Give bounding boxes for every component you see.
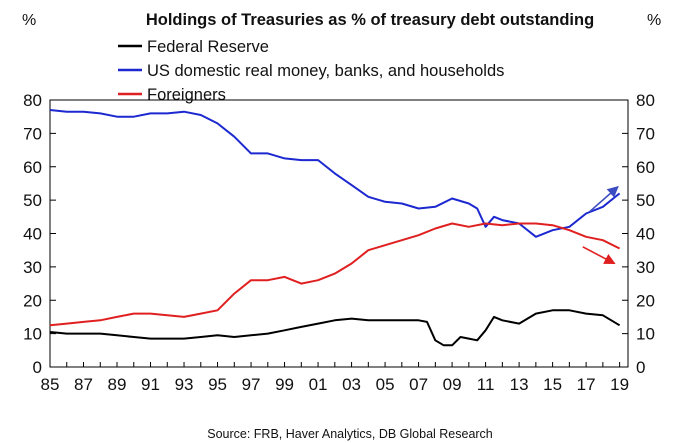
x-tick-label: 05: [376, 375, 395, 394]
y-tick-label-left: 40: [23, 225, 42, 244]
trend-arrow-down: [582, 246, 616, 265]
x-tick-label: 85: [41, 375, 60, 394]
series-line-us-domestic-real-money-banks-and-households: [49, 109, 621, 238]
trend-arrow-up: [588, 186, 619, 213]
y-tick-label-left: 50: [23, 191, 42, 210]
x-tick-label: 11: [477, 375, 495, 394]
y-tick-label-right: 60: [636, 158, 655, 177]
y-axis-right: 0 10 20 30 40 50 60 70 80: [622, 91, 655, 377]
y-tick-label-right: 50: [636, 191, 655, 210]
y-axis-left: 0 10 20 30 40 50 60 70 80: [23, 91, 56, 377]
series-line-federal-reserve: [49, 309, 621, 347]
x-tick-label: 93: [175, 375, 194, 394]
y-tick-label-left: 60: [23, 158, 42, 177]
x-tick-label: 03: [342, 375, 361, 394]
legend-label-federal-reserve: Federal Reserve: [147, 38, 269, 56]
legend-label-us-domestic: US domestic real money, banks, and house…: [147, 62, 504, 80]
x-tick-label: 09: [443, 375, 462, 394]
annotations: [582, 186, 619, 265]
plot-area-frame: [49, 99, 629, 368]
chart-title: Holdings of Treasuries as % of treasury …: [146, 11, 594, 29]
x-axis: 85 87 89 91 93 95 97 99 01 03 05 07 09 11 13 15 17 19: [41, 362, 629, 394]
x-tick-label: 17: [577, 375, 596, 394]
y-tick-label-right: 0: [636, 358, 645, 377]
x-tick-label: 15: [543, 375, 562, 394]
x-tick-label: 91: [141, 375, 160, 394]
legend-label-foreigners: Foreigners: [147, 86, 226, 104]
x-tick-label: 19: [610, 375, 629, 394]
y-tick-label-left: 10: [23, 325, 42, 344]
right-unit-label: %: [647, 12, 661, 29]
x-tick-label: 01: [309, 375, 328, 394]
left-unit-label: %: [22, 12, 36, 29]
x-tick-label: 99: [275, 375, 294, 394]
y-tick-label-left: 0: [33, 358, 42, 377]
x-tick-label: 13: [510, 375, 529, 394]
source-note: Source: FRB, Haver Analytics, DB Global …: [207, 427, 493, 441]
y-tick-label-right: 10: [636, 325, 655, 344]
y-tick-label-right: 70: [636, 124, 655, 143]
x-tick-label: 97: [242, 375, 261, 394]
y-tick-label-right: 30: [636, 258, 655, 277]
y-tick-label-left: 20: [23, 291, 42, 310]
y-tick-label-left: 80: [23, 91, 42, 110]
series-line-foreigners: [49, 222, 621, 327]
y-tick-label-right: 80: [636, 91, 655, 110]
x-tick-label: 89: [108, 375, 127, 394]
y-tick-label-left: 70: [23, 124, 42, 143]
y-tick-label-right: 40: [636, 225, 655, 244]
y-tick-label-right: 20: [636, 291, 655, 310]
y-tick-label-left: 30: [23, 258, 42, 277]
x-tick-label: 87: [74, 375, 93, 394]
legend: Federal Reserve US domestic real money, …: [118, 38, 504, 104]
x-tick-label: 07: [409, 375, 428, 394]
x-tick-label: 95: [208, 375, 227, 394]
series-lines: [49, 109, 621, 347]
